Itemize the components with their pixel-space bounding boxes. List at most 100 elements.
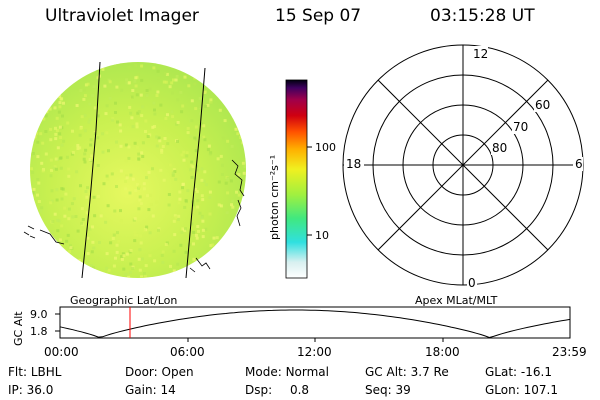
time-label: 03:15:28 UT — [430, 6, 535, 26]
disk-speckle — [197, 104, 201, 108]
mlat-label-80: 80 — [492, 141, 507, 155]
disk-speckle — [104, 273, 108, 277]
disk-speckle — [239, 95, 243, 99]
disk-speckle — [112, 233, 116, 237]
disk-speckle — [234, 235, 238, 239]
disk-speckle — [232, 245, 235, 249]
disk-speckle — [202, 259, 206, 263]
disk-speckle — [137, 257, 141, 261]
disk-speckle — [44, 260, 48, 264]
disk-speckle — [31, 139, 35, 143]
disk-speckle — [55, 116, 59, 120]
disk-speckle — [53, 212, 57, 216]
disk-speckle — [179, 243, 183, 247]
meridian-line — [185, 67, 206, 279]
disk-speckle — [197, 271, 201, 275]
disk-speckle — [62, 69, 66, 73]
disk-speckle — [60, 224, 64, 228]
disk-speckle — [219, 204, 223, 208]
colorbar-tick-100: 100 — [315, 141, 336, 154]
disk-speckle — [181, 186, 184, 190]
disk-speckle — [117, 239, 121, 243]
disk-speckle — [202, 179, 206, 183]
disk-speckle — [180, 110, 184, 114]
disk-speckle — [137, 110, 141, 113]
disk-speckle — [83, 160, 87, 164]
disk-speckle — [153, 108, 156, 112]
disk-speckle — [56, 229, 60, 233]
disk-speckle — [174, 216, 178, 219]
disk-speckle — [82, 97, 86, 101]
disk-speckle — [69, 80, 72, 83]
disk-speckle — [49, 127, 53, 131]
disk-speckle — [189, 168, 193, 172]
disk-speckle — [49, 138, 53, 142]
disk-speckle — [135, 233, 139, 237]
disk-speckle — [144, 130, 147, 133]
disk-speckle — [145, 94, 149, 98]
disk-speckle — [140, 257, 144, 261]
disk-speckle — [49, 201, 53, 205]
disk-speckle — [194, 125, 198, 129]
disk-speckle — [68, 77, 72, 81]
disk-speckle — [86, 236, 90, 240]
disk-speckle — [180, 153, 184, 157]
disk-speckle — [237, 157, 241, 161]
disk-speckle — [182, 273, 186, 277]
disk-speckle — [60, 143, 64, 147]
disk-speckle — [155, 135, 159, 139]
disk-speckle — [54, 137, 58, 141]
disk-speckle — [50, 269, 54, 273]
disk-speckle — [98, 241, 101, 244]
disk-speckle — [243, 223, 246, 227]
disk-speckle — [85, 211, 89, 215]
disk-speckle — [190, 222, 194, 226]
disk-speckle — [228, 98, 232, 102]
disk-speckle — [241, 141, 245, 145]
disk-speckle — [185, 151, 189, 155]
disk-speckle — [211, 268, 215, 271]
disk-speckle — [199, 136, 203, 140]
disk-speckle — [51, 220, 55, 223]
meridian-line — [81, 61, 101, 279]
disk-speckle — [136, 73, 140, 77]
disk-speckle — [127, 65, 131, 69]
disk-speckle — [176, 139, 179, 143]
disk-speckle — [139, 241, 143, 245]
disk-speckle — [112, 264, 116, 268]
disk-speckle — [69, 244, 72, 248]
disk-speckle — [162, 178, 166, 182]
disk-speckle — [66, 68, 70, 72]
disk-speckle — [182, 158, 186, 162]
disk-speckle — [96, 164, 100, 167]
disk-speckle — [55, 188, 59, 192]
disk-speckle — [71, 129, 74, 133]
disk-speckle — [128, 191, 132, 195]
alt-xtick: 12:00 — [297, 345, 332, 359]
disk-speckle — [33, 231, 37, 235]
disk-speckle — [93, 214, 97, 218]
disk-speckle — [151, 214, 155, 218]
disk-speckle — [111, 237, 115, 240]
disk-speckle — [110, 118, 114, 122]
disk-speckle — [142, 182, 146, 186]
disk-speckle — [131, 177, 135, 181]
disk-speckle — [105, 104, 109, 108]
disk-speckle — [39, 132, 43, 136]
status-glat: GLat: -16.1 — [485, 365, 552, 379]
disk-speckle — [200, 178, 204, 182]
disk-speckle — [234, 112, 238, 116]
disk-speckle — [237, 250, 241, 254]
disk-speckle — [165, 72, 169, 76]
disk-speckle — [70, 74, 73, 78]
disk-speckle — [159, 103, 163, 107]
disk-speckle — [242, 202, 246, 206]
disk-speckle — [140, 64, 144, 68]
disk-speckle — [113, 63, 117, 67]
disk-speckle — [200, 259, 204, 263]
disk-speckle — [53, 88, 57, 92]
disk-speckle — [176, 98, 180, 102]
disk-speckle — [193, 187, 197, 191]
disk-speckle — [212, 236, 216, 240]
disk-speckle — [115, 243, 119, 247]
